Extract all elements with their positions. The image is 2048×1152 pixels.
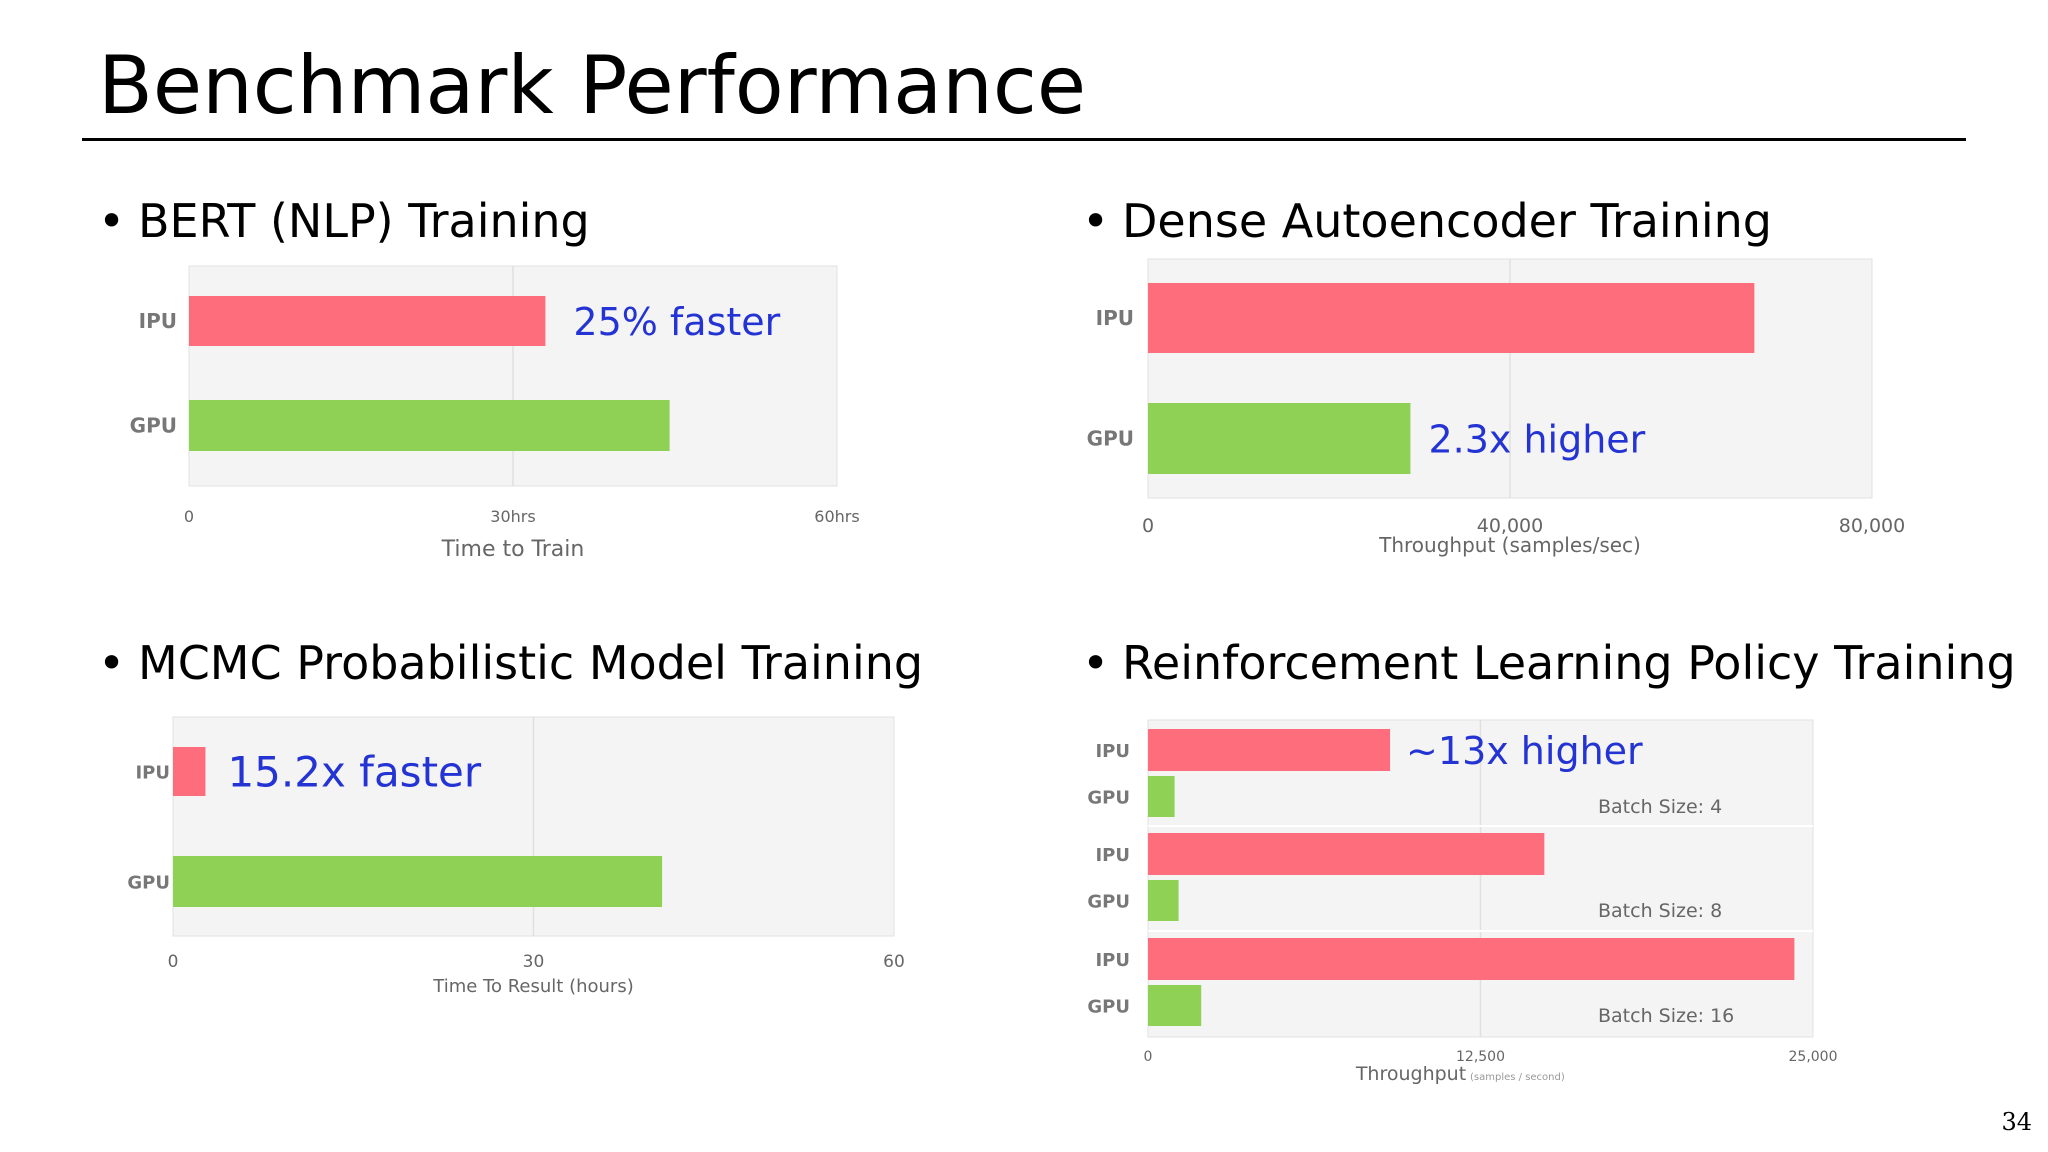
x-tick-label: 40,000 (1477, 515, 1543, 537)
x-tick-label: 30 (523, 952, 545, 972)
y-category-label: GPU (1087, 997, 1130, 1018)
gpu-bar (173, 856, 663, 907)
x-tick-label: 30hrs (490, 507, 535, 526)
x-tick-label: 0 (1142, 515, 1154, 537)
ipu-bar (1148, 833, 1545, 875)
ipu-bar (189, 296, 546, 346)
x-axis-title: Throughput (1355, 1063, 1466, 1085)
x-tick-label: 60 (883, 952, 905, 972)
title-underline (82, 138, 1966, 141)
annotation-label: ~13x higher (1406, 729, 1643, 773)
x-tick-label: 0 (168, 952, 179, 972)
y-category-label: IPU (1095, 845, 1130, 866)
bullet-autoencoder: • Dense Autoencoder Training (1082, 193, 1772, 249)
slide-title: Benchmark Performance (98, 39, 1087, 132)
y-category-label: GPU (1087, 427, 1134, 451)
bullet-label: Reinforcement Learning Policy Training (1122, 636, 2016, 690)
y-category-label: IPU (135, 763, 170, 784)
y-category-label: IPU (1095, 741, 1130, 762)
group-label: Batch Size: 8 (1598, 900, 1722, 922)
gpu-bar (1148, 776, 1175, 817)
group-label: Batch Size: 16 (1598, 1005, 1734, 1027)
x-axis-unit: (samples / second) (1470, 1072, 1565, 1083)
bullet-label: MCMC Probabilistic Model Training (138, 636, 924, 690)
x-axis-title: Time to Train (441, 537, 585, 562)
ipu-bar (1148, 283, 1755, 353)
x-axis-title: Time To Result (hours) (432, 976, 633, 997)
page-number: 34 (2001, 1108, 2032, 1136)
y-category-label: GPU (127, 873, 170, 894)
ipu-bar (173, 747, 206, 796)
y-category-label: GPU (1087, 788, 1130, 809)
y-category-label: IPU (1095, 950, 1130, 971)
gpu-bar (1148, 880, 1179, 921)
ipu-bar (1148, 729, 1391, 771)
bullet-mcmc: • MCMC Probabilistic Model Training (98, 635, 923, 691)
bullet-label: Dense Autoencoder Training (1122, 194, 1772, 248)
x-tick-label: 12,500 (1456, 1049, 1505, 1065)
bullet-dot: • (98, 194, 126, 248)
bullet-dot: • (98, 636, 126, 690)
x-tick-label: 25,000 (1789, 1049, 1838, 1065)
gpu-bar (189, 400, 670, 451)
x-axis-title: Throughput (samples/sec) (1378, 533, 1641, 557)
y-category-label: GPU (1087, 892, 1130, 913)
x-tick-label: 0 (1144, 1049, 1153, 1065)
x-tick-label: 80,000 (1839, 515, 1905, 537)
bullet-bert: • BERT (NLP) Training (98, 193, 590, 249)
group-label: Batch Size: 4 (1598, 796, 1722, 818)
bullet-dot: • (1082, 194, 1110, 248)
gpu-bar (1148, 403, 1411, 474)
y-category-label: IPU (139, 309, 177, 333)
x-tick-label: 60hrs (814, 507, 859, 526)
annotation-label: 2.3x higher (1428, 418, 1645, 462)
ipu-bar (1148, 938, 1795, 980)
y-category-label: IPU (1096, 306, 1134, 330)
bullet-dot: • (1082, 636, 1110, 690)
bullet-label: BERT (NLP) Training (138, 194, 590, 248)
gpu-bar (1148, 985, 1202, 1026)
x-tick-label: 0 (184, 507, 194, 526)
y-category-label: GPU (130, 414, 177, 438)
annotation-label: 15.2x faster (227, 748, 481, 797)
bullet-rl: • Reinforcement Learning Policy Training (1082, 635, 2016, 691)
annotation-label: 25% faster (573, 300, 780, 344)
